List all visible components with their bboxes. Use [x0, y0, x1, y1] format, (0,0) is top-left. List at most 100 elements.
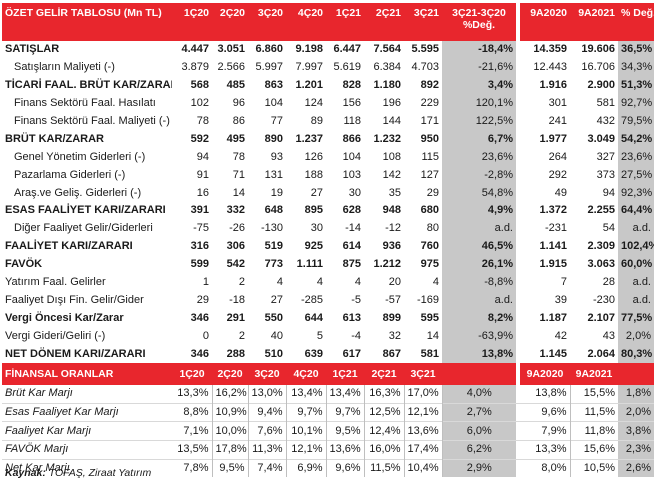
row-value: 639 — [304, 347, 323, 360]
row-9m-2020: 1.187 — [539, 311, 567, 324]
row-9m-2021: 3.063 — [587, 258, 615, 271]
row-9m-2020: 1.916 — [539, 79, 567, 92]
row-value: 1.201 — [295, 79, 323, 92]
row-9m-2020: 39 — [554, 293, 567, 306]
row-chg-quarter: 3,4% — [442, 76, 516, 95]
ratio-chg-9m: 3,8% — [618, 421, 654, 441]
row-9m-2020: 1.141 — [539, 240, 567, 253]
row-value: -12 — [385, 222, 401, 235]
row-chg-9m: 80,3% — [618, 345, 654, 364]
ratio-value: 12,1% — [403, 402, 442, 422]
row-chg-quarter: 6,7% — [442, 130, 516, 149]
income-col-header: 1Ç20 — [172, 3, 212, 41]
row-value: 495 — [226, 132, 245, 145]
row-value: 1.180 — [373, 79, 401, 92]
row-value: 485 — [226, 79, 245, 92]
row-chg-quarter: 23,6% — [442, 148, 516, 167]
row-value: 4.447 — [181, 43, 209, 56]
row-value: 142 — [382, 168, 401, 181]
row-9m-2021: 19.606 — [581, 43, 615, 56]
row-chg-9m: 23,6% — [618, 148, 654, 167]
row-gap — [516, 219, 520, 238]
row-value: 0 — [202, 329, 209, 342]
income-col-header: 2Ç21 — [364, 3, 404, 41]
row-value: 20 — [388, 276, 401, 289]
ratio-value: 16,3% — [363, 385, 404, 404]
income-col-header: 3Ç20 — [248, 3, 286, 41]
row-value: 196 — [382, 97, 401, 110]
income-row: Genel Yönetim Giderleri (-) 94 78 93 126 104 1… — [2, 148, 654, 167]
row-value: 4 — [432, 276, 439, 289]
ratio-9m-2021: 15,5% — [569, 385, 618, 404]
ratio-value: 13,3% — [177, 387, 209, 400]
ratio-value: 9,5% — [211, 458, 248, 478]
row-value: 628 — [342, 204, 361, 217]
income-statement-table: ÖZET GELİR TABLOSU (Mn TL) 1Ç20 2Ç20 3Ç20 4Ç… — [2, 3, 654, 478]
ratio-chg-9m-header-empty — [618, 363, 654, 386]
row-gap — [516, 255, 520, 274]
row-value: 866 — [342, 132, 361, 145]
row-9m-2021: 2.107 — [587, 311, 615, 324]
ratio-row: Esas Faaliyet Kar Marjı 8,8% 10,9% 9,4% 9,7%… — [2, 402, 654, 422]
row-value: 936 — [382, 240, 401, 253]
ratio-value: 6,9% — [285, 458, 326, 478]
ratio-value: 12,4% — [363, 421, 404, 441]
row-value: 93 — [270, 150, 283, 163]
row-value: 27 — [270, 293, 283, 306]
chg-9m-header: % Değ. — [618, 3, 654, 41]
row-value: 94 — [196, 150, 209, 163]
source-note: Kaynak: TOFAŞ, Ziraat Yatırım — [5, 467, 151, 479]
row-chg-quarter: -63,9% — [442, 327, 516, 346]
ratio-9m-2020: 9,6% — [520, 402, 570, 422]
row-value: -130 — [260, 222, 283, 235]
row-value: -57 — [385, 293, 401, 306]
row-value: 595 — [420, 311, 439, 324]
row-value: 7.997 — [295, 61, 323, 74]
ratio-value: 17,4% — [403, 440, 442, 460]
row-value: 291 — [226, 311, 245, 324]
row-value: 89 — [310, 115, 323, 127]
ratio-9m-2021: 11,5% — [569, 402, 618, 422]
row-value: 346 — [190, 347, 209, 360]
income-row: FAVÖK 599 542 773 1.111 875 1.212 975 26,1% 1.915… — [2, 255, 654, 274]
ratio-chg-9m: 1,8% — [618, 385, 654, 404]
income-row: BRÜT KAR/ZARAR 592 495 890 1.237 866 1.232 950 6… — [2, 130, 654, 149]
row-chg-quarter: 8,2% — [442, 309, 516, 328]
row-chg-9m: 92,7% — [618, 94, 654, 113]
row-value: 4 — [354, 276, 361, 289]
row-value: 96 — [232, 97, 245, 110]
ratio-value: 11,5% — [363, 458, 404, 478]
row-value: -18 — [229, 293, 245, 306]
row-9m-2021: 94 — [602, 186, 615, 199]
row-value: 77 — [270, 115, 283, 127]
row-label: SATIŞLAR — [5, 43, 60, 56]
row-value: 80 — [426, 222, 439, 235]
row-value: 542 — [226, 258, 245, 271]
row-value: 40 — [270, 329, 283, 342]
chg-quarter-line2: %Değ. — [462, 19, 496, 31]
row-value: 895 — [304, 204, 323, 217]
ratio-gap — [516, 402, 520, 422]
row-9m-2021: 2.900 — [587, 79, 615, 92]
row-value: 5 — [316, 329, 323, 342]
row-value: 14 — [232, 186, 245, 199]
row-9m-2021: 2.064 — [587, 347, 615, 360]
row-value: 875 — [342, 258, 361, 271]
row-label: Genel Yönetim Giderleri (-) — [14, 150, 146, 163]
ratio-9m-2020: 13,8% — [535, 387, 567, 400]
ratio-row: Brüt Kar Marjı 13,3% 16,2% 13,0% 13,4% 13,4% 1… — [2, 385, 654, 404]
row-value: 27 — [310, 186, 323, 199]
ratio-value: 7,1% — [172, 421, 212, 441]
ratio-col-header: 1Ç21 — [326, 363, 364, 386]
row-value: 890 — [264, 132, 283, 145]
ratio-value: 13,4% — [285, 385, 326, 404]
row-chg-quarter: 4,9% — [442, 202, 516, 220]
row-chg-9m: 34,3% — [618, 58, 654, 77]
row-chg-9m: 79,5% — [618, 112, 654, 131]
row-value: 346 — [190, 311, 209, 324]
row-value: 391 — [190, 204, 209, 217]
ratio-chg-9m: 2,3% — [618, 440, 654, 460]
row-9m-2020: 241 — [548, 115, 567, 127]
row-value: 550 — [264, 311, 283, 324]
row-chg-9m: a.d. — [618, 291, 654, 310]
